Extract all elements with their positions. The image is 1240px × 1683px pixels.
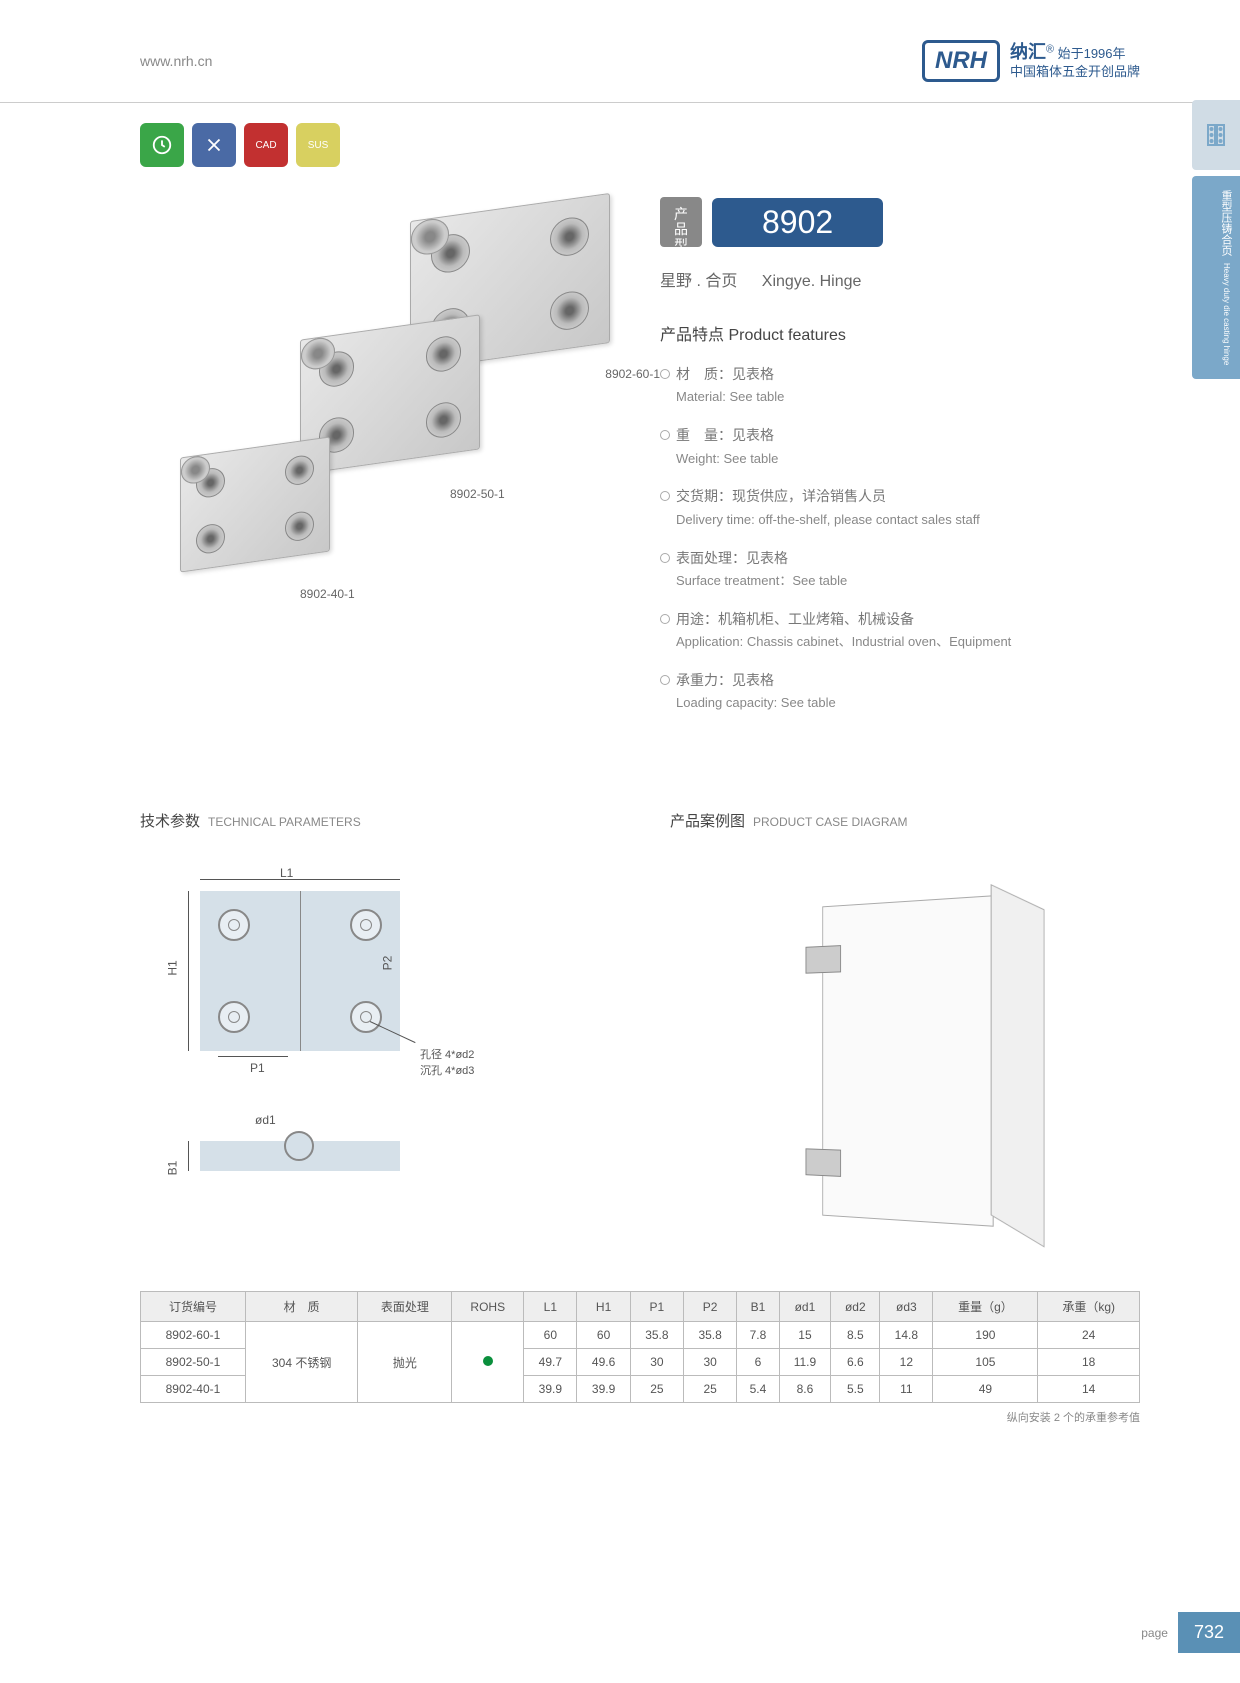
table-header: ROHS	[452, 1292, 524, 1322]
spec-table-wrap: 订货编号材 质表面处理ROHSL1H1P1P2B1ød1ød2ød3重量（g）承…	[0, 1291, 1240, 1425]
dim-H1: H1	[166, 960, 180, 975]
brand-sub: 中国箱体五金开创品牌	[1010, 64, 1140, 81]
model-label: 产品 型号	[660, 197, 702, 247]
side-tab-icon	[1192, 100, 1240, 170]
case-diagram	[670, 861, 1140, 1261]
table-header: 表面处理	[358, 1292, 452, 1322]
case-box	[822, 895, 993, 1227]
product-image-area: 8902-60-1 8902-50-1 8902-40-1	[140, 197, 620, 730]
brand-logo: NRH	[922, 40, 1000, 82]
feature-item: 交货期：现货供应，详洽销售人员Delivery time: off-the-sh…	[660, 485, 1140, 530]
diagram-front	[200, 891, 400, 1051]
model-number: 8902	[712, 198, 883, 247]
case-hinge-bottom	[806, 1148, 842, 1177]
page-number: 732	[1178, 1612, 1240, 1653]
brand-block: NRH 纳汇® 始于1996年 中国箱体五金开创品牌	[922, 40, 1140, 82]
table-header: P2	[684, 1292, 737, 1322]
page-header: www.nrh.cn NRH 纳汇® 始于1996年 中国箱体五金开创品牌	[0, 0, 1240, 103]
tech-section: 技术参数TECHNICAL PARAMETERS L1 H1 P2 P1 孔径 …	[140, 810, 610, 1261]
feature-item: 用途：机箱机柜、工业烤箱、机械设备Application: Chassis ca…	[660, 608, 1140, 653]
side-tab-category: 重型压铸合页 Heavy duty die casting hinge	[1192, 176, 1240, 379]
tech-title: 技术参数TECHNICAL PARAMETERS	[140, 810, 610, 831]
table-header: L1	[524, 1292, 577, 1322]
product-subtitle: 星野 . 合页 Xingye. Hinge	[660, 267, 1140, 291]
tech-diagram: L1 H1 P2 P1 孔径 4*ød2 沉孔 4*ød3 ød1 B1	[140, 861, 610, 1261]
feature-item: 承重力：见表格Loading capacity: See table	[660, 669, 1140, 714]
feature-item: 表面处理：见表格Surface treatment：See table	[660, 547, 1140, 592]
dim-P2: P2	[380, 956, 394, 971]
website-url: www.nrh.cn	[140, 53, 212, 69]
table-header: 重量（g）	[933, 1292, 1038, 1322]
table-header: 订货编号	[141, 1292, 246, 1322]
dim-B1: B1	[165, 1161, 179, 1176]
table-note: 纵向安装 2 个的承重参考值	[140, 1409, 1140, 1425]
brand-year: 始于1996年	[1058, 46, 1126, 61]
diagram-side	[200, 1141, 400, 1171]
side-tabs: 重型压铸合页 Heavy duty die casting hinge	[1192, 100, 1240, 379]
page-footer: page 732	[1141, 1612, 1240, 1653]
cert-icon-sus: SUS	[296, 123, 340, 167]
table-header: P1	[630, 1292, 683, 1322]
cert-icon-2	[192, 123, 236, 167]
table-header: 承重（kg)	[1038, 1292, 1140, 1322]
brand-text: 纳汇® 始于1996年 中国箱体五金开创品牌	[1010, 41, 1140, 81]
table-header: H1	[577, 1292, 630, 1322]
case-title: 产品案例图PRODUCT CASE DIAGRAM	[670, 810, 1140, 831]
feature-item: 材 质：见表格Material: See table	[660, 363, 1140, 408]
features-block: 产品特点 Product features 材 质：见表格Material: S…	[660, 321, 1140, 714]
table-header: ød3	[880, 1292, 933, 1322]
cert-icon-cad: CAD	[244, 123, 288, 167]
hole-note: 孔径 4*ød2 沉孔 4*ød3	[420, 1046, 474, 1078]
dim-L1: L1	[280, 866, 293, 880]
dim-od1: ød1	[255, 1113, 276, 1127]
label-60: 8902-60-1	[605, 367, 660, 381]
cert-icons: CAD SUS	[0, 123, 1240, 167]
case-section: 产品案例图PRODUCT CASE DIAGRAM	[670, 810, 1140, 1261]
cert-icon-1	[140, 123, 184, 167]
case-hinge-top	[806, 945, 842, 974]
table-header: 材 质	[245, 1292, 358, 1322]
spec-table: 订货编号材 质表面处理ROHSL1H1P1P2B1ød1ød2ød3重量（g）承…	[140, 1291, 1140, 1403]
table-header: B1	[737, 1292, 779, 1322]
feature-item: 重 量：见表格Weight: See table	[660, 424, 1140, 469]
label-40: 8902-40-1	[300, 587, 355, 601]
features-title: 产品特点 Product features	[660, 321, 1140, 345]
model-row: 产品 型号 8902	[660, 197, 1140, 247]
page-label: page	[1141, 1626, 1168, 1640]
table-header: ød1	[779, 1292, 831, 1322]
product-info: 产品 型号 8902 星野 . 合页 Xingye. Hinge 产品特点 Pr…	[660, 197, 1140, 730]
table-row: 8902-60-1304 不锈钢抛光606035.835.87.8158.514…	[141, 1322, 1140, 1349]
table-header: ød2	[831, 1292, 880, 1322]
product-hinge-small	[180, 436, 330, 572]
label-50: 8902-50-1	[450, 487, 505, 501]
dim-P1: P1	[250, 1061, 265, 1075]
brand-cn: 纳汇	[1010, 42, 1046, 62]
